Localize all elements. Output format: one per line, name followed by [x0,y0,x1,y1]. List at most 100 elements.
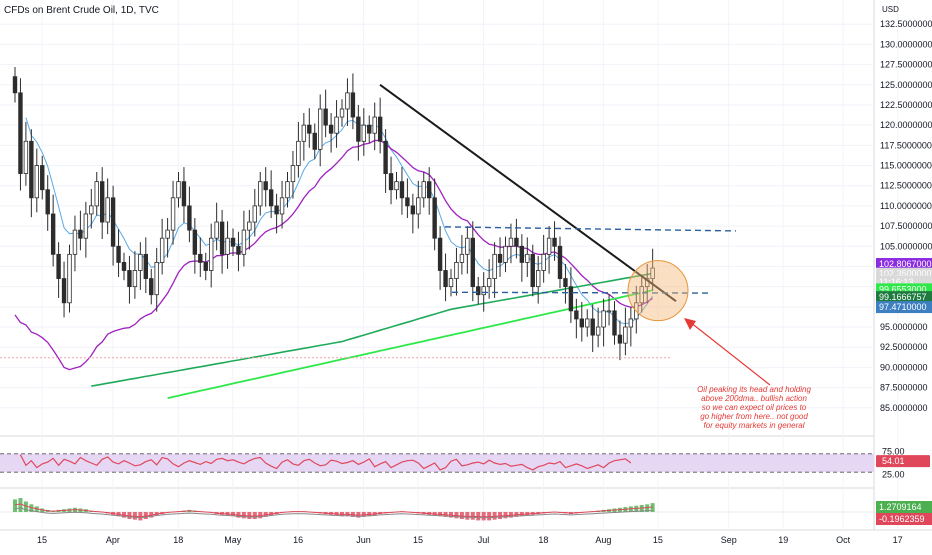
time-tick-label: 18 [173,535,183,545]
macd-histogram-bar [481,512,486,521]
candle-body [410,205,416,215]
annotation-text[interactable]: Oil peaking its head and holding above 2… [697,385,811,430]
resistance-level-line[interactable] [444,226,737,232]
candle-body [116,245,121,263]
macd-histogram-bar [476,512,481,521]
candle-body [367,124,372,134]
time-tick-label: 18 [538,535,548,545]
candle-body [350,92,356,118]
candle-body [274,205,279,215]
candle-body [519,245,525,263]
rsi-tick-label: 25.00 [882,470,905,480]
price-tag-label: 99.1666757 [879,292,927,302]
macd-histogram-bar [23,501,28,512]
candle-body [45,189,50,215]
macd-histogram-bar [492,512,497,520]
candle-body [56,253,61,279]
highlight-circle[interactable] [627,260,689,322]
currency-label: USD [882,5,899,14]
candle-body [296,140,301,166]
macd-histogram-bar [470,512,475,520]
price-tick-label: 122.5000000 [880,100,932,110]
price-tag-label: 99.6553000 [879,284,927,294]
candle-body [563,278,568,288]
macd-histogram-bar [138,512,143,521]
candle-body [541,253,546,271]
candle-body [279,197,285,215]
candle-body [312,132,317,150]
candle-body [78,229,83,239]
candle-body [159,237,165,263]
annotation-arrow[interactable] [689,321,771,386]
candle-body [448,278,454,288]
candle-body [432,197,437,239]
candle-body [110,197,116,247]
candle-body [198,253,203,263]
time-tick-label: 16 [293,535,303,545]
time-tick-label: May [224,535,242,545]
candle-body [105,197,110,223]
support-level-line[interactable] [451,291,713,294]
macd-histogram-bar [132,512,137,520]
candle-body [345,92,350,110]
time-tick-label: 19 [778,535,788,545]
descending-trendline[interactable] [379,83,677,302]
candle-body [40,165,45,191]
annotation-line-4: go higher from here.. not good [700,412,808,421]
price-tick-label: 85.0000000 [880,403,928,413]
candle-body [514,237,519,247]
macd-histogram-bar [650,503,655,512]
candle-body [601,310,606,328]
candle-body [268,189,274,207]
candle-body [585,318,590,328]
price-tick-label: 112.5000000 [880,181,932,191]
time-tick-label: Oct [836,535,851,545]
candle-body [426,181,432,199]
candle-body [628,318,634,328]
candle-body [459,253,465,263]
rsi-tick-label: 75.00 [882,447,905,457]
candle-body [590,318,595,336]
candle-body [361,124,366,142]
macd-histogram-bar [645,504,650,512]
price-tag [876,301,932,314]
candle-body [252,205,257,223]
candle-body [285,181,290,199]
candle-body [639,286,644,304]
candle-body [579,318,584,328]
candle-body [121,262,127,271]
candle-body [176,181,181,199]
candle-body [454,262,459,279]
candle-body [508,237,514,247]
candle-body [383,140,388,174]
macd-value-label: -0.1962359 [879,514,925,524]
time-tick-label: 17 [893,535,903,545]
candle-body [258,181,263,207]
macd-histogram-bar [465,512,470,520]
candle-body [18,92,23,174]
price-tick-label: 130.0000000 [880,39,932,49]
candle-body [236,245,241,255]
price-tick-label: 132.5000000 [880,19,932,29]
price-tag-label: 97.4710000 [879,302,927,312]
candle-body [525,253,530,263]
price-tag-label: 102.8067000 [879,259,932,269]
annotation-line-1: Oil peaking its head and holding [697,385,811,394]
candle-body [476,286,481,296]
annotation-line-5: for equity markets in general [704,421,805,430]
annotation-line-2: above 200dma.. bullish action [701,394,807,403]
price-tick-label: 127.5000000 [880,60,932,70]
candle-body [470,237,475,288]
rsi-value-label: 54.01 [882,456,905,466]
candle-body [650,267,655,279]
candle-body [372,116,377,134]
candle-body [165,229,170,239]
sma100-line [91,272,653,387]
annotation-arrow-head [684,318,696,330]
time-tick-label: Jul [478,535,490,545]
candle-body [356,116,361,142]
chart-title: CFDs on Brent Crude Oil, 1D, TVC [4,5,159,16]
candle-body [208,237,214,271]
